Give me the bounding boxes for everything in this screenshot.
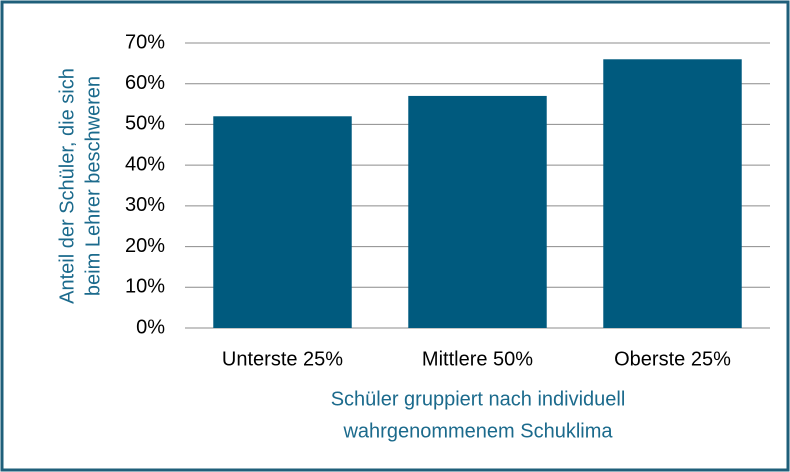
x-axis-title: Schüler gruppiert nach individuell xyxy=(331,388,626,410)
y-tick-label: 70% xyxy=(125,31,165,53)
y-tick-label: 30% xyxy=(125,194,165,216)
bar xyxy=(603,59,742,329)
y-tick-label: 0% xyxy=(136,316,165,338)
x-tick-label: Oberste 25% xyxy=(614,348,731,370)
x-axis-title: wahrgenommenem Schuklima xyxy=(342,420,613,442)
y-axis-title: beim Lehrer beschweren xyxy=(82,76,104,296)
y-axis-title: Anteil der Schüler, die sich xyxy=(56,68,78,304)
bar xyxy=(408,95,547,328)
y-tick-label: 60% xyxy=(125,72,165,94)
x-tick-label: Unterste 25% xyxy=(222,348,343,370)
y-tick-label: 40% xyxy=(125,153,165,175)
bar xyxy=(213,116,352,329)
x-tick-label: Mittlere 50% xyxy=(422,348,533,370)
y-tick-label: 20% xyxy=(125,235,165,257)
y-tick-label: 10% xyxy=(125,276,165,298)
y-tick-label: 50% xyxy=(125,113,165,135)
